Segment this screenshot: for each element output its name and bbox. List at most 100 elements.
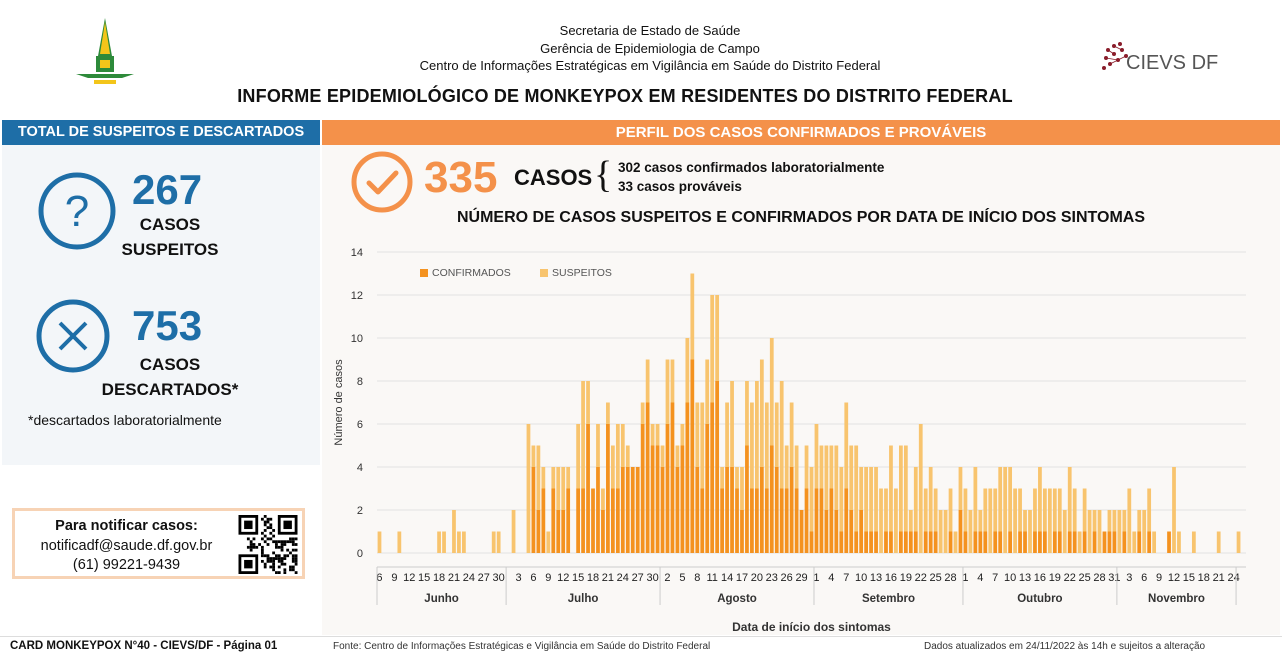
x-tick-label: 27	[478, 572, 490, 584]
x-tick-label: 16	[885, 572, 897, 584]
notify-email[interactable]: notificadf@saude.df.gov.br	[40, 537, 213, 554]
bar-confirmed	[695, 467, 700, 553]
bar-suspected	[1117, 510, 1122, 553]
x-tick-label: 9	[391, 572, 397, 584]
bar-suspected	[685, 338, 690, 403]
bar-suspected	[700, 402, 705, 489]
x-tick-label: 25	[930, 572, 942, 584]
bar-suspected	[1038, 467, 1042, 532]
bar-confirmed	[685, 402, 690, 553]
bar-suspected	[581, 381, 585, 489]
bar-confirmed	[561, 510, 566, 553]
x-tick-label: 22	[1064, 572, 1076, 584]
check-circle-icon	[351, 151, 413, 213]
bar-confirmed	[1067, 531, 1072, 553]
bar-confirmed	[541, 488, 546, 553]
bar-confirmed	[933, 531, 938, 553]
bar-suspected	[879, 488, 883, 553]
bar-confirmed	[531, 467, 536, 553]
bar-suspected	[1147, 488, 1152, 532]
bar-suspected	[1072, 488, 1077, 532]
bar-confirmed	[725, 467, 729, 553]
month-label: Julho	[568, 593, 599, 605]
x-tick-label: 25	[1078, 572, 1090, 584]
bar-suspected	[754, 381, 759, 489]
bar-confirmed	[859, 510, 864, 553]
bar-suspected	[779, 381, 784, 489]
x-tick-label: 30	[646, 572, 658, 584]
bar-suspected	[794, 445, 799, 489]
bar-suspected	[864, 467, 869, 532]
x-tick-label: 16	[1034, 572, 1046, 584]
bar-suspected	[1107, 510, 1112, 532]
x-tick-label: 29	[795, 572, 807, 584]
bar-confirmed	[615, 488, 620, 553]
bar-confirmed	[1033, 531, 1037, 553]
month-label: Outubro	[1017, 593, 1062, 605]
x-tick-label: 28	[944, 572, 956, 584]
bar-confirmed	[680, 445, 685, 553]
bar-confirmed	[601, 510, 605, 553]
qr-code-icon[interactable]	[237, 515, 299, 574]
bar-suspected	[998, 467, 1003, 532]
bar-suspected	[452, 510, 456, 553]
bar-confirmed	[750, 488, 754, 553]
x-tick-label: 4	[828, 572, 834, 584]
bar-suspected	[660, 445, 665, 467]
x-tick-label: 11	[706, 572, 717, 584]
bar-suspected	[973, 467, 978, 532]
x-tick-label: 20	[751, 572, 763, 584]
bar-suspected	[625, 445, 630, 467]
bar-suspected	[566, 467, 571, 489]
bar-confirmed	[640, 424, 645, 553]
bar-suspected	[844, 402, 849, 489]
bar-suspected	[804, 445, 809, 489]
bar-confirmed	[660, 467, 665, 553]
bar-confirmed	[973, 531, 978, 553]
bar-confirmed	[854, 531, 859, 553]
bar-confirmed	[1137, 531, 1142, 553]
bar-suspected	[1087, 510, 1092, 553]
month-label: Agosto	[717, 593, 757, 605]
bar-suspected	[809, 467, 814, 532]
bar-confirmed	[839, 531, 844, 553]
y-tick-label: 0	[357, 548, 363, 560]
x-tick-label: 7	[992, 572, 998, 584]
bar-suspected	[1077, 531, 1082, 553]
bar-suspected	[1023, 510, 1027, 532]
bar-confirmed	[630, 467, 635, 553]
bar-suspected	[774, 402, 779, 467]
bar-suspected	[869, 467, 873, 532]
bar-suspected	[1028, 510, 1032, 553]
notify-phone[interactable]: (61) 99221-9439	[72, 557, 181, 573]
bar-confirmed	[784, 488, 789, 553]
bar-suspected	[650, 424, 655, 446]
suspects-count: 267	[132, 166, 203, 213]
bar-confirmed	[1082, 531, 1087, 553]
y-tick-label: 2	[357, 505, 363, 517]
bar-confirmed	[958, 510, 963, 553]
bar-suspected	[735, 467, 739, 489]
bar-confirmed	[829, 488, 834, 553]
x-tick-label: 18	[587, 572, 599, 584]
bar-confirmed	[710, 402, 715, 553]
bar-confirmed	[874, 531, 878, 553]
x-tick-label: 21	[602, 572, 614, 584]
bar-suspected	[610, 445, 615, 489]
bar-suspected	[814, 424, 819, 489]
bar-suspected	[620, 424, 625, 467]
x-tick-label: 12	[557, 572, 569, 584]
bar-suspected	[1067, 467, 1072, 532]
bar-suspected	[536, 445, 541, 510]
bar-confirmed	[908, 531, 913, 553]
bar-suspected	[576, 424, 580, 489]
bar-suspected	[601, 488, 605, 510]
bar-confirmed	[1038, 531, 1042, 553]
cases-probable-line: 33 casos prováveis	[618, 179, 742, 194]
bar-confirmed	[645, 402, 650, 553]
bar-confirmed	[606, 424, 610, 553]
bar-suspected	[725, 402, 729, 467]
bar-confirmed	[824, 510, 829, 553]
x-tick-label: 18	[433, 572, 445, 584]
month-label: Novembro	[1148, 593, 1205, 605]
